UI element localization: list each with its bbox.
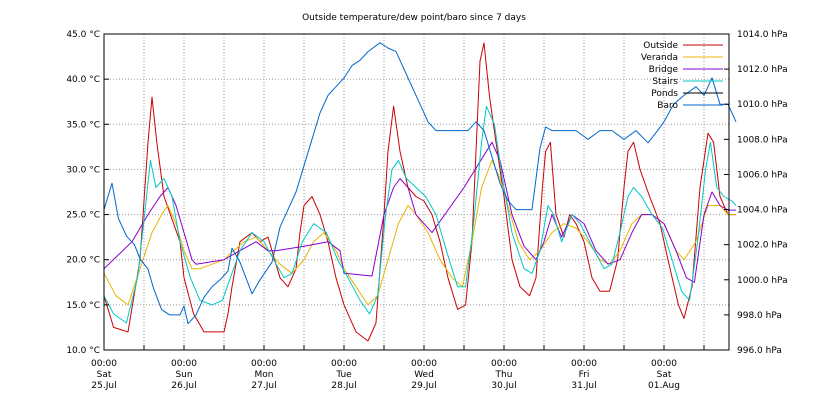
x-tick-label: 00:00 [491, 359, 517, 369]
x-tick-label: 00:00 [171, 359, 197, 369]
x-tick-label: 30.Jul [491, 381, 516, 391]
y-right-tick-label: 1004.0 hPa [737, 206, 788, 216]
x-tick-label: Tue [335, 370, 352, 380]
x-tick-label: Sat [97, 370, 112, 380]
x-tick-label: Fri [579, 370, 590, 380]
plot-frame [103, 33, 730, 351]
x-tick-label: 00:00 [651, 359, 677, 369]
legend-label: Stairs [652, 77, 678, 87]
y-left-tick-label: 30.0 °C [66, 165, 100, 175]
x-tick-label: 01.Aug [648, 381, 680, 391]
x-tick-label: Sun [175, 370, 192, 380]
series-line-stairs [103, 105, 737, 324]
y-right-tick-label: 1012.0 hPa [737, 65, 788, 75]
x-tick-label: Sat [657, 370, 672, 380]
x-tick-label: 31.Jul [571, 381, 596, 391]
x-tick-label: 00:00 [331, 359, 357, 369]
y-left-tick-label: 45.0 °C [66, 30, 100, 40]
legend-label: Baro [657, 101, 678, 111]
x-tick-label: 28.Jul [331, 381, 356, 391]
y-right-tick-label: 1014.0 hPa [737, 30, 788, 40]
grid [104, 34, 729, 350]
y-left-tick-label: 40.0 °C [66, 75, 100, 85]
y-left-tick-label: 10.0 °C [66, 346, 100, 356]
y-right-tick-label: 998.0 hPa [737, 311, 782, 321]
legend-label: Outside [643, 41, 678, 51]
y-left-tick-label: 35.0 °C [66, 120, 100, 130]
x-tick-label: 00:00 [571, 359, 597, 369]
legend-label: Ponds [651, 89, 678, 99]
x-tick-label: 29.Jul [411, 381, 436, 391]
y-right-tick-label: 1002.0 hPa [737, 241, 788, 251]
y-left-tick-label: 15.0 °C [66, 301, 100, 311]
y-right-tick-label: 1008.0 hPa [737, 135, 788, 145]
x-tick-label: 25.Jul [91, 381, 116, 391]
series-line-veranda [103, 159, 736, 306]
y-right-tick-label: 1006.0 hPa [737, 170, 788, 180]
x-tick-label: Wed [414, 370, 434, 380]
chart-title: Outside temperature/dew point/baro since… [302, 13, 526, 23]
x-tick-label: 27.Jul [251, 381, 276, 391]
legend-label: Bridge [649, 65, 679, 75]
series-line-baro [103, 42, 737, 325]
x-tick-label: 00:00 [91, 359, 117, 369]
x-tick-label: Thu [495, 370, 513, 380]
y-right-tick-label: 1010.0 hPa [737, 100, 788, 110]
x-tick-label: 26.Jul [171, 381, 196, 391]
series-line-outside [103, 42, 736, 342]
legend-label: Veranda [641, 53, 678, 63]
y-right-tick-label: 1000.0 hPa [737, 276, 788, 286]
y-left-tick-label: 20.0 °C [66, 256, 100, 266]
y-right-tick-label: 996.0 hPa [737, 346, 782, 356]
series-line-bridge [103, 141, 736, 283]
x-tick-label: Mon [255, 370, 274, 380]
y-left-tick-label: 25.0 °C [66, 211, 100, 221]
axes: 10.0 °C 15.0 °C 20.0 °C 25.0 °C 30.0 °C 35.0 … [66, 30, 787, 391]
series-layer [103, 42, 737, 342]
x-tick-label: 00:00 [251, 359, 277, 369]
x-tick-label: 00:00 [411, 359, 437, 369]
legend: Outside Veranda Bridge Stairs Ponds Baro [641, 41, 723, 111]
